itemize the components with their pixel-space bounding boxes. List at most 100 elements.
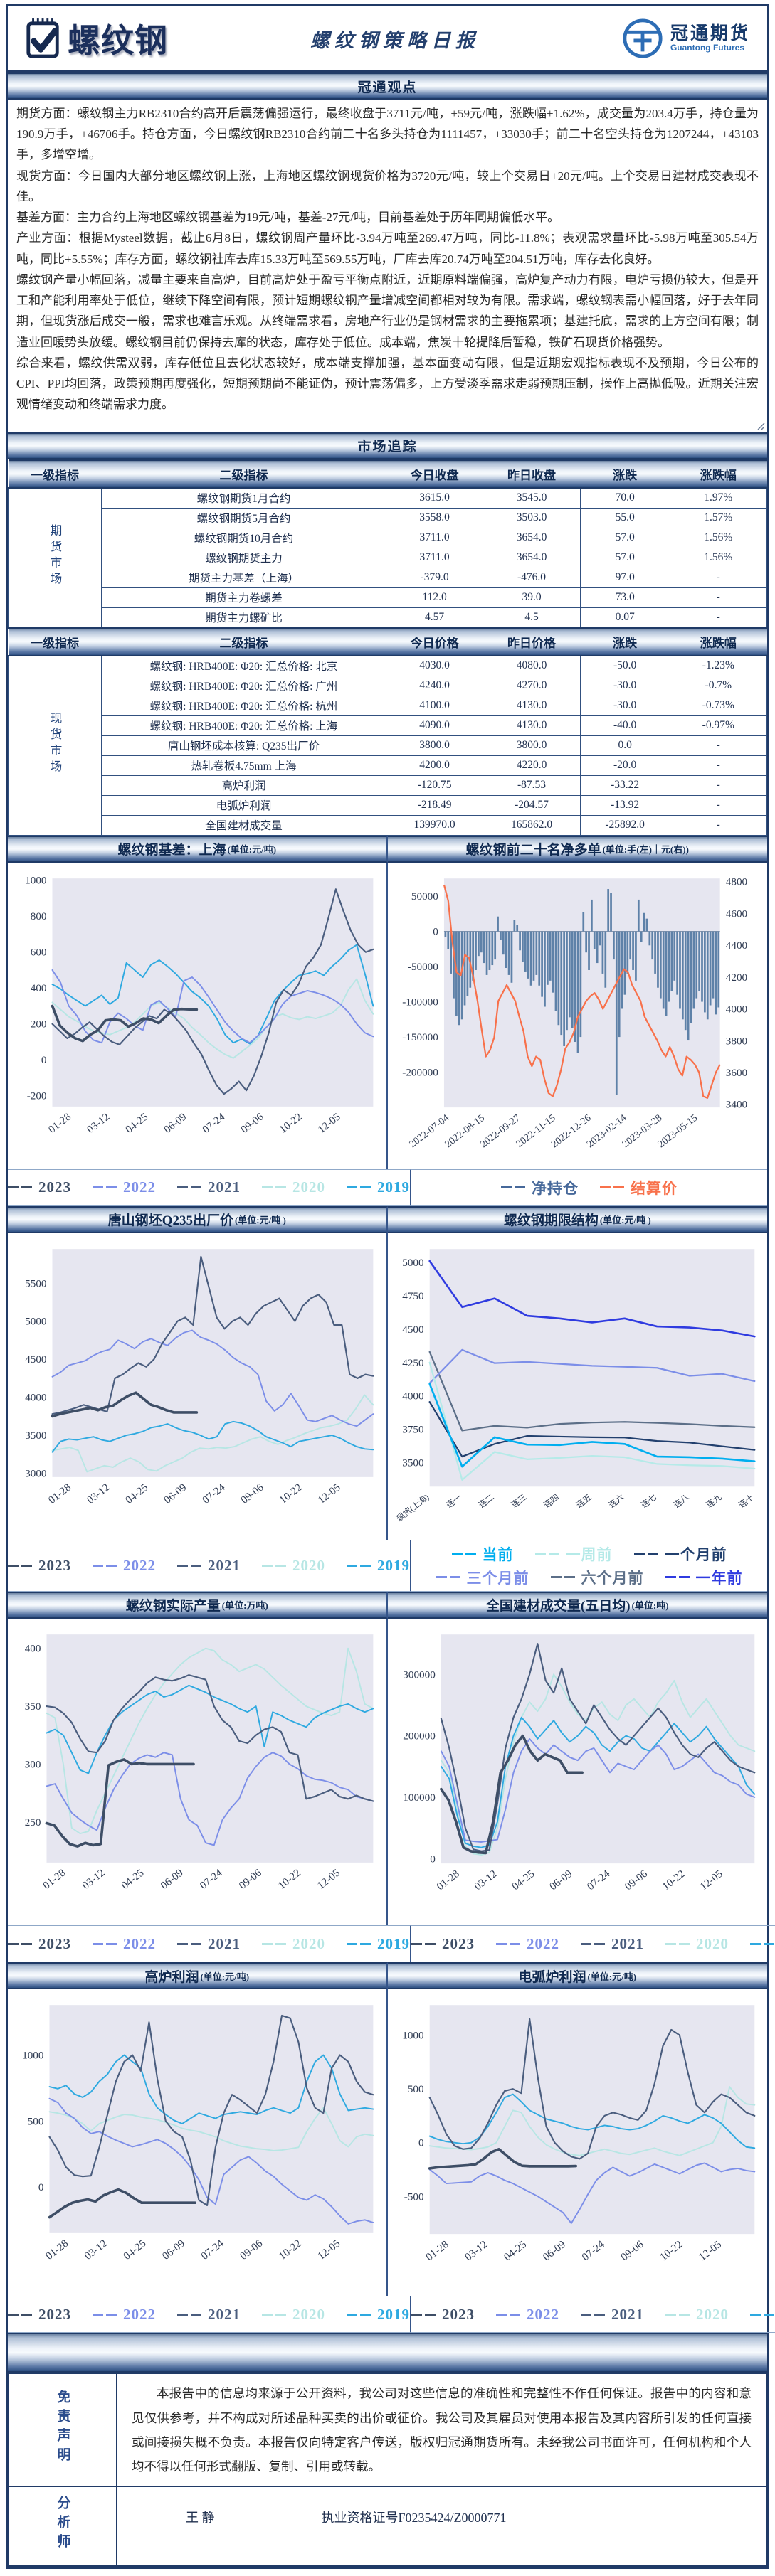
disclaimer-row: 免责声明 本报告中的信息均来源于公开资料，我公司对这些信息的准确性和完整性不作任… [8,2373,767,2487]
table-row: 螺纹钢期货5月合约 3558.0 3503.0 55.0 1.57% [9,507,768,528]
legend-item: 2020 [665,1935,729,1953]
svg-text:10-22: 10-22 [278,1481,305,1506]
legend-item: 一个月前 [633,1543,727,1565]
svg-text:03-12: 03-12 [83,2238,110,2262]
table-cell: 4100.0 [385,695,484,716]
viewpoint-textbox: 期货方面：螺纹钢主力RB2310合约高开后震荡偏强运行，最终收盘于3711元/吨… [8,100,767,432]
svg-text:-50000: -50000 [407,961,438,973]
table-cell: 螺纹钢期货主力 [101,547,386,568]
svg-text:0: 0 [38,2182,44,2193]
legend-row: 2023 2022 2021 2020 2019 [8,1557,410,1575]
table-row: 高炉利润 -120.75 -87.53 -33.22- [9,775,768,796]
table-cell: -0.7% [669,675,768,696]
svg-text:4400: 4400 [725,940,747,952]
table-cell: 55.0 [579,507,670,528]
table-cell: 3503.0 [483,507,581,528]
svg-text:连六: 连六 [606,1491,626,1510]
table-cell: 螺纹钢期货5月合约 [101,507,386,528]
viewpoint-paragraph: 产业方面：根据Mysteel数据，截止6月8日，螺纹钢周产量环比-3.94万吨至… [16,231,759,266]
svg-text:09-06: 09-06 [238,2237,265,2262]
svg-text:0: 0 [433,925,438,937]
table-cell: - [669,735,768,756]
table-cell: 4.5 [483,607,581,629]
table-cell: - [669,567,768,588]
table-cell: 70.0 [579,487,670,509]
table-cell: 139970.0 [385,814,484,836]
svg-text:03-12: 03-12 [85,1111,112,1135]
resize-handle-icon[interactable] [756,422,765,430]
chart-title: 螺纹钢基差：上海 [117,843,226,858]
legend-item: 2021 [177,2306,241,2324]
svg-text:06-09: 06-09 [162,1111,189,1135]
viewpoint-paragraph: 现货方面：今日国内大部分地区螺纹钢上涨，上海地区螺纹钢现货价格为3720元/吨，… [16,169,759,203]
legend-basis: 2023 2022 2021 2020 2019 [8,1169,411,1206]
svg-text:连七: 连七 [639,1491,658,1510]
chart-unit: (单位:元/吨 ) [599,1215,651,1226]
analyst-cert: 执业资格证号F0235424/Z0000771 [321,2510,507,2525]
svg-text:100000: 100000 [403,1792,436,1804]
table-cell: - [669,794,768,816]
chart-banner-production: 螺纹钢实际产量 (单位:万吨) [8,1591,388,1619]
table-cell: 4090.0 [385,715,484,736]
svg-text:07-24: 07-24 [199,2237,226,2262]
svg-text:-200000: -200000 [402,1066,438,1078]
legend-item: 2023 [8,2306,71,2324]
table-cell: 3615.0 [385,487,484,509]
legend-row-1: 2023 2022 2021 2020 2019 净持仓 结算价 [8,1169,767,1206]
legend-row: 净持仓 结算价 [501,1177,678,1198]
chart-banner-row-3: 螺纹钢实际产量 (单位:万吨) 全国建材成交量(五日均) (单位:吨) [8,1591,767,1619]
analyst-name: 王 静 [186,2510,215,2525]
svg-text:07-24: 07-24 [584,1868,612,1893]
svg-text:12-05: 12-05 [316,2238,343,2262]
brand-name-cn: 冠通期货 [670,23,750,43]
legend-item: 六个月前 [550,1567,644,1588]
legend-item: 2022 [93,2306,156,2324]
legend-item: 2019 [750,2306,775,2324]
svg-text:03-12: 03-12 [472,1868,499,1893]
legend-row-4: 2023 2022 2021 2020 2019 2023 2022 2021 2020 201… [8,2296,775,2333]
svg-text:连九: 连九 [704,1491,723,1510]
svg-text:-500: -500 [404,2191,423,2203]
table-cell: 4200.0 [385,755,484,776]
legend-item: 2022 [93,1935,156,1953]
legend-item: 2023 [8,1178,71,1196]
table-cell: 112.0 [385,587,484,608]
table-cell: 3558.0 [385,507,484,528]
legend-item: 2019 [347,2306,410,2324]
table-row: 期货主力基差（上海） -379.0 -476.0 97.0- [9,567,768,588]
legend-item: 2021 [177,1178,241,1196]
svg-text:06-09: 06-09 [540,2238,567,2263]
disclaimer-text: 本报告中的信息均来源于公开资料，我公司对这些信息的准确性和完整性不作任何保证。报… [116,2373,767,2487]
chart-row-2: 3000 3500 4000 4500 5000 5500 01-28 03-12 04-25 0… [8,1233,767,1540]
chart-actual-production: 250 300 350 400 01-28 03-12 04-25 06-09 07-24 09-… [8,1618,388,1926]
legend-item: 2022 [93,1178,156,1196]
rebar-logo: 螺纹钢 [25,15,168,62]
svg-text:4000: 4000 [25,1392,46,1403]
legend-term-structure: 当前 一周前 一个月前 三个月前 六个月前 一年前 [411,1539,767,1592]
svg-text:4500: 4500 [25,1354,46,1366]
chart-title: 螺纹钢期限结构 [503,1213,599,1229]
svg-text:12-05: 12-05 [696,2238,723,2263]
chart-banner-basis: 螺纹钢基差：上海 (单位:元/吨) [8,835,388,863]
column-header: 涨跌 [580,459,670,489]
chart-banner-bf-profit: 高炉利润 (单位:元/吨) [8,1962,388,1990]
table-row: 现货市场 螺纹钢: HRB400E: Φ20: 汇总价格: 北京 4030.0 408… [7,655,768,836]
legend-row: 2023 2022 2021 2020 2019 [8,1935,410,1953]
svg-text:350: 350 [25,1701,41,1713]
legend-row: 2023 2022 2021 2020 2019 [8,2306,410,2324]
svg-text:04-25: 04-25 [510,1868,537,1893]
table-cell: 期货主力螺矿比 [101,607,386,629]
svg-text:200: 200 [31,1018,47,1030]
svg-text:06-09: 06-09 [547,1868,574,1893]
legend-item: 一周前 [534,1543,613,1565]
svg-text:10-22: 10-22 [277,2238,304,2262]
table-cell: 4080.0 [483,655,581,676]
legend-row-3: 2023 2022 2021 2020 2019 2023 2022 2021 2020 201… [8,1925,775,1963]
chart-net-long-top20: 50000 0 -50000 -100000 -150000 -200000 3400 360… [387,862,767,1169]
table-cell: 1.56% [669,547,768,568]
table-cell: 3711.0 [385,527,484,548]
chart-title: 唐山钢坯Q235出厂价 [107,1213,233,1229]
svg-text:-200: -200 [27,1090,47,1102]
table-row: 螺纹钢: HRB400E: Φ20: 汇总价格: 杭州 4100.0 4130.0-… [9,695,768,716]
legend-item: 结算价 [600,1177,678,1198]
